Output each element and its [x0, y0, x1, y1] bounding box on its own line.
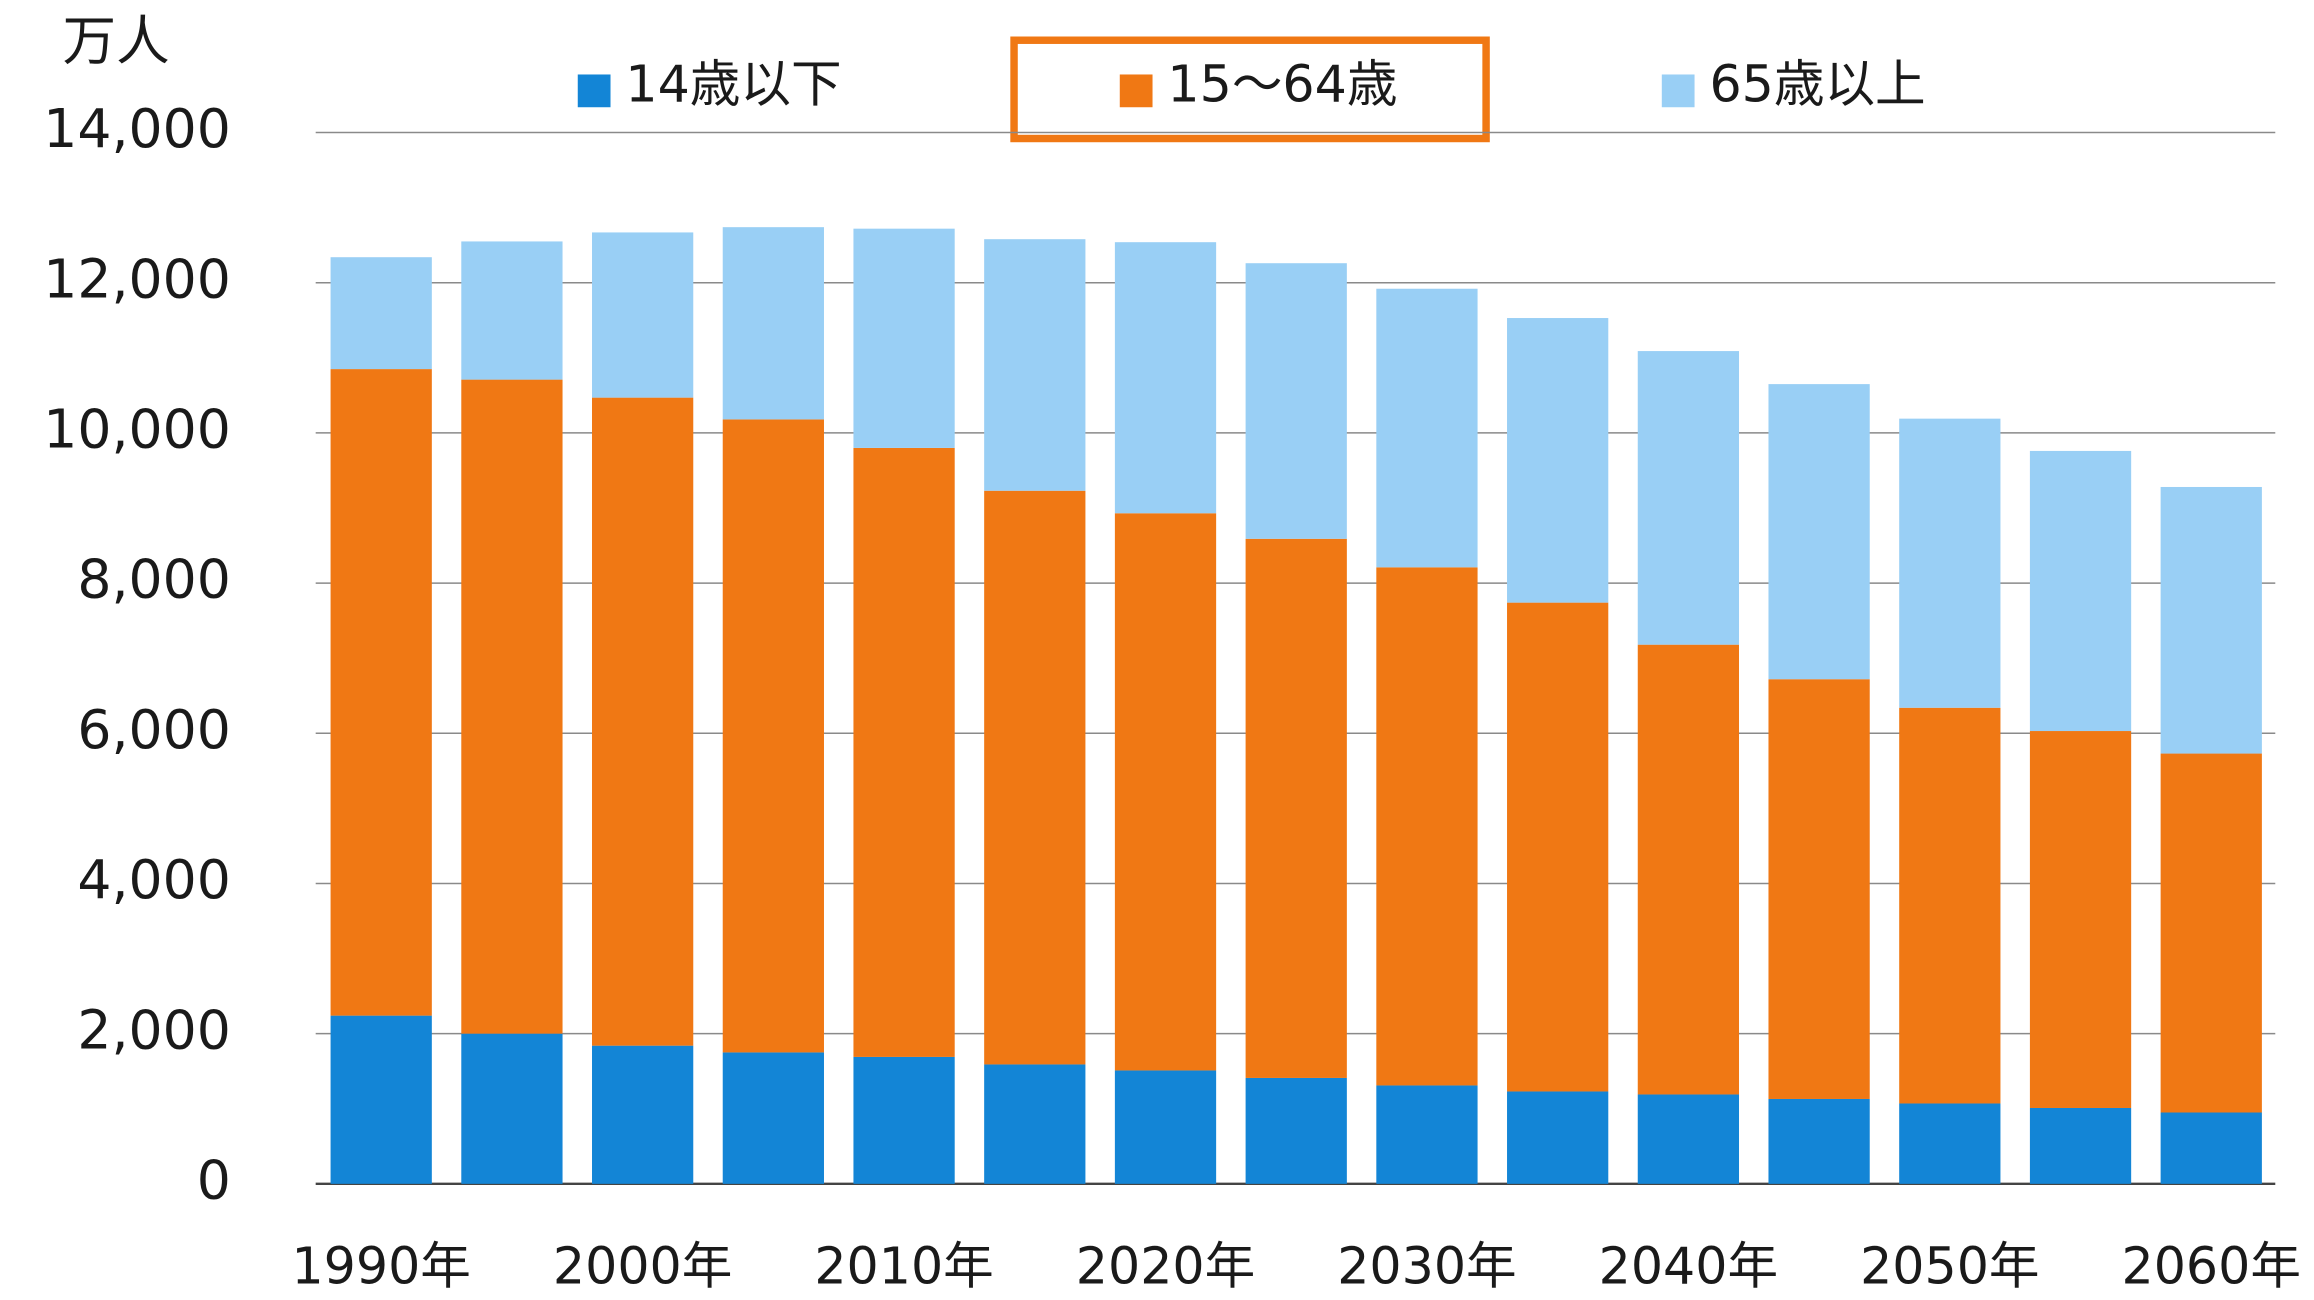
bar-segment	[984, 490, 1086, 1065]
x-tick-label: 2020年	[1076, 1237, 1255, 1296]
bar-segment	[1114, 1070, 1217, 1184]
bar-segment	[984, 239, 1086, 491]
bar-segment	[461, 1033, 563, 1184]
bar-segment	[1376, 1085, 1478, 1184]
bar-segment	[2029, 1107, 2132, 1184]
bar-segment	[1768, 384, 1870, 680]
bar-segment	[2160, 1112, 2262, 1184]
y-tick-label: 2,000	[77, 998, 230, 1061]
y-tick-label: 14,000	[43, 97, 231, 160]
y-tick-label: 6,000	[77, 698, 230, 761]
bar-segment	[1507, 1091, 1609, 1184]
bar-segment	[984, 1064, 1086, 1184]
bar-segment	[722, 419, 824, 1053]
x-tick-label: 2000年	[553, 1237, 732, 1296]
x-tick-label: 2050年	[1860, 1237, 2039, 1296]
bar-segment	[853, 228, 955, 448]
bar-segment	[1114, 242, 1217, 514]
bar-segment	[1507, 318, 1609, 603]
bar-segment	[2160, 753, 2262, 1113]
bar-segment	[1114, 513, 1217, 1071]
bar-segment	[722, 227, 824, 420]
bar-segment	[853, 447, 955, 1057]
y-tick-label: 4,000	[77, 848, 230, 911]
bar-segment	[1507, 602, 1609, 1092]
legend-label: 15〜64歳	[1167, 54, 1397, 113]
bar-segment	[330, 1015, 432, 1184]
bar-segment	[330, 369, 432, 1016]
x-tick-label: 2010年	[814, 1237, 993, 1296]
bar-segment	[1245, 538, 1347, 1078]
bar-segment	[2029, 450, 2132, 732]
bar-segment	[853, 1056, 955, 1184]
bar-segment	[330, 257, 432, 370]
legend-highlight	[1010, 36, 1490, 143]
y-tick-label: 0	[197, 1148, 231, 1211]
bar-segment	[1899, 1103, 2001, 1184]
bar-segment	[1376, 288, 1478, 568]
bar-segment	[1637, 1094, 1740, 1184]
legend-label: 65歳以上	[1709, 54, 1925, 113]
bar-segment	[1245, 1077, 1347, 1184]
legend-swatch	[1661, 74, 1695, 108]
x-tick-label: 2060年	[2122, 1237, 2301, 1296]
bar-segment	[1245, 263, 1347, 539]
bar-segment	[1768, 679, 1870, 1099]
bar-segment	[1899, 418, 2001, 708]
bar-segment	[2160, 486, 2262, 754]
y-tick-label: 12,000	[43, 247, 231, 310]
legend-swatch	[577, 74, 611, 108]
legend-label: 14歳以下	[625, 54, 841, 113]
y-tick-label: 10,000	[43, 398, 231, 461]
bar-segment	[1768, 1098, 1870, 1184]
bar-segment	[592, 1045, 694, 1184]
bar-segment	[1376, 567, 1478, 1086]
bar-segment	[461, 241, 563, 380]
bar-segment	[1637, 351, 1740, 645]
y-axis-label: 万人	[63, 9, 170, 72]
x-tick-label: 1990年	[291, 1237, 470, 1296]
x-tick-label: 2040年	[1599, 1237, 1778, 1296]
y-tick-label: 8,000	[77, 548, 230, 611]
bar-segment	[1637, 644, 1740, 1095]
bar-segment	[461, 379, 563, 1034]
legend-swatch	[1119, 74, 1153, 108]
bar-segment	[722, 1052, 824, 1184]
bar-segment	[592, 397, 694, 1046]
bar-segment	[1899, 707, 2001, 1104]
bar-segment	[2029, 731, 2132, 1108]
bar-segment	[592, 232, 694, 398]
x-tick-label: 2030年	[1337, 1237, 1516, 1296]
